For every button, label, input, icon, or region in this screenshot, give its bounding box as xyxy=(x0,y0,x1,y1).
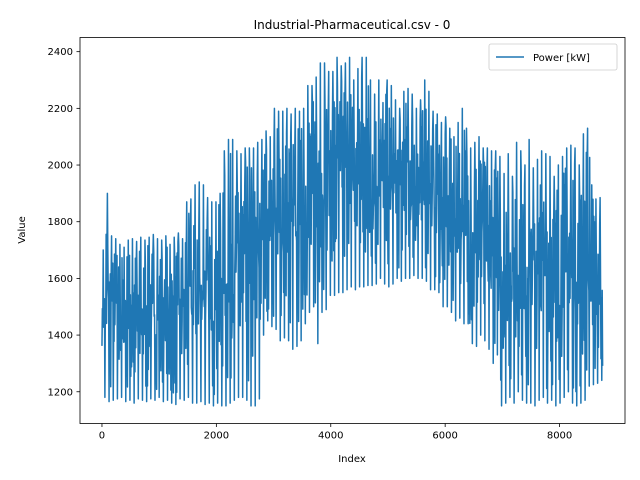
x-tick-label: 8000 xyxy=(547,431,572,442)
y-axis-title: Value xyxy=(17,216,28,243)
y-tick-label: 2000 xyxy=(48,161,73,172)
x-axis-title: Index xyxy=(338,454,366,465)
y-axis: 1200 1400 1600 1800 2000 2200 2400 xyxy=(48,47,80,398)
x-axis: 0 2000 4000 6000 8000 xyxy=(99,423,572,442)
y-tick-label: 2400 xyxy=(48,47,73,58)
chart-title: Industrial-Pharmaceutical.csv - 0 xyxy=(254,18,451,32)
y-tick-label: 1600 xyxy=(48,274,73,285)
y-tick-label: 1800 xyxy=(48,217,73,228)
x-tick-label: 4000 xyxy=(318,431,343,442)
x-tick-label: 6000 xyxy=(432,431,457,442)
y-tick-label: 2200 xyxy=(48,104,73,115)
series-power-line xyxy=(101,56,604,407)
legend-label: Power [kW] xyxy=(533,53,590,64)
y-tick-label: 1200 xyxy=(48,387,73,398)
legend: Power [kW] xyxy=(488,43,618,71)
x-tick-label: 2000 xyxy=(204,431,229,442)
plot-area-frame xyxy=(79,37,626,424)
legend-box xyxy=(488,43,618,71)
series-layer xyxy=(101,56,604,407)
x-tick-label: 0 xyxy=(99,431,105,442)
y-tick-label: 1400 xyxy=(48,331,73,342)
